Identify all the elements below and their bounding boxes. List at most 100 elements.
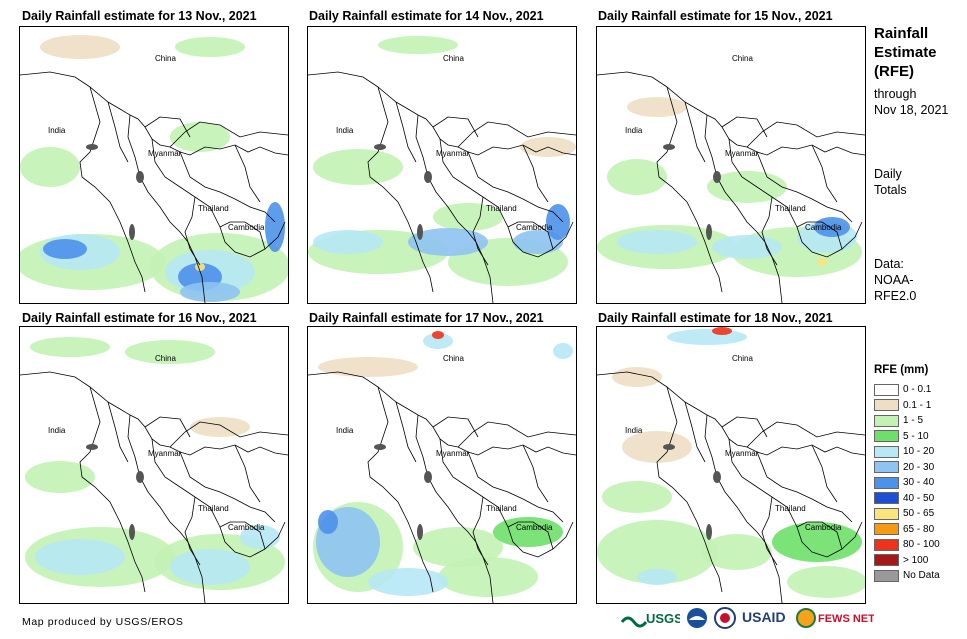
legend-label: 5 - 10 bbox=[903, 430, 929, 442]
map-label-thailand: Thailand bbox=[775, 504, 806, 513]
rainfall-area bbox=[817, 258, 827, 266]
legend-swatch bbox=[874, 492, 899, 505]
country-border bbox=[308, 371, 576, 456]
coastline-detail bbox=[663, 144, 675, 150]
country-border bbox=[169, 121, 288, 148]
side-title-line: Rainfall bbox=[874, 25, 929, 42]
coastline-detail bbox=[86, 144, 98, 150]
data-source: Data: NOAA- RFE2.0 bbox=[874, 256, 916, 304]
legend-swatch bbox=[874, 554, 899, 567]
map-label-thailand: Thailand bbox=[486, 504, 517, 513]
rainfall-area bbox=[170, 549, 250, 585]
country-border bbox=[20, 71, 288, 156]
country-border bbox=[144, 416, 191, 438]
legend-item: 40 - 50 bbox=[874, 491, 940, 507]
coastline-detail bbox=[713, 171, 721, 183]
coastline-detail bbox=[136, 171, 144, 183]
country-border bbox=[234, 444, 261, 503]
rainfall-area bbox=[438, 557, 538, 597]
rainfall-area bbox=[195, 263, 205, 271]
country-border bbox=[184, 496, 201, 566]
rainfall-area bbox=[597, 520, 717, 584]
legend-label: 80 - 100 bbox=[903, 539, 940, 551]
noaa-logo-icon bbox=[687, 608, 707, 628]
legend-item: 5 - 10 bbox=[874, 429, 940, 445]
rainfall-map: China India Myanmar Thailand Cambodia bbox=[20, 35, 288, 303]
country-border bbox=[467, 151, 564, 223]
panel-title-3: Daily Rainfall estimate for 15 Nov., 202… bbox=[598, 9, 833, 23]
country-border bbox=[721, 116, 768, 138]
country-border bbox=[472, 496, 489, 566]
rainfall-area bbox=[175, 37, 245, 57]
coastline-detail bbox=[706, 224, 712, 240]
rainfall-area bbox=[318, 510, 338, 534]
map-label-myanmar: Myanmar bbox=[436, 149, 470, 158]
panel-title-2: Daily Rainfall estimate for 14 Nov., 202… bbox=[309, 9, 544, 23]
rainfall-area bbox=[432, 331, 444, 339]
rainfall-area bbox=[318, 357, 418, 377]
data-line: Data: bbox=[874, 257, 904, 271]
map-label-myanmar: Myanmar bbox=[148, 149, 182, 158]
daily-line: Totals bbox=[874, 183, 907, 197]
side-title-line: Estimate bbox=[874, 44, 937, 61]
rainfall-area bbox=[612, 367, 662, 387]
country-border bbox=[79, 86, 146, 293]
rainfall-area bbox=[40, 35, 120, 59]
through-line: Nov 18, 2021 bbox=[874, 103, 949, 117]
legend-label: 10 - 20 bbox=[903, 446, 935, 458]
country-border bbox=[219, 221, 266, 250]
country-border bbox=[179, 451, 276, 523]
country-border bbox=[761, 196, 778, 266]
country-border bbox=[457, 121, 576, 148]
map-label-myanmar: Myanmar bbox=[725, 149, 759, 158]
legend-item: 10 - 20 bbox=[874, 444, 940, 460]
side-title-line: (RFE) bbox=[874, 63, 914, 80]
map-panel-5: China India Myanmar Thailand Cambodia bbox=[307, 326, 577, 604]
legend-label: 0 - 0.1 bbox=[903, 384, 932, 396]
coastline-detail bbox=[424, 471, 432, 483]
legend-item: 20 - 30 bbox=[874, 460, 940, 476]
coastline-detail bbox=[136, 471, 144, 483]
country-border bbox=[761, 496, 778, 566]
through-date: through Nov 18, 2021 bbox=[874, 86, 948, 118]
map-label-china: China bbox=[732, 54, 753, 63]
coastline-detail bbox=[417, 524, 423, 540]
rainfall-area bbox=[602, 481, 672, 513]
legend-label: > 100 bbox=[903, 554, 929, 566]
map-label-cambodia: Cambodia bbox=[805, 223, 842, 232]
legend-label: 1 - 5 bbox=[903, 415, 924, 427]
daily-line: Daily bbox=[874, 167, 902, 181]
rainfall-area bbox=[622, 431, 692, 463]
coastline-detail bbox=[424, 171, 432, 183]
legend-item: 0.1 - 1 bbox=[874, 398, 940, 414]
coastline-detail bbox=[374, 444, 386, 450]
country-border bbox=[756, 451, 853, 523]
country-border bbox=[597, 371, 865, 456]
country-border bbox=[415, 114, 494, 303]
credit-text: Map produced by USGS/EROS bbox=[22, 616, 184, 628]
rainfall-map: China India Myanmar Thailand Cambodia bbox=[597, 327, 865, 603]
country-border bbox=[179, 151, 276, 223]
rainfall-area bbox=[787, 566, 865, 598]
panel-title-6: Daily Rainfall estimate for 18 Nov., 202… bbox=[598, 311, 833, 325]
rainfall-area bbox=[546, 204, 570, 240]
legend-swatch bbox=[874, 476, 899, 489]
legend-swatch bbox=[874, 445, 899, 458]
map-label-myanmar: Myanmar bbox=[725, 449, 759, 458]
map-panel-6: China India Myanmar Thailand Cambodia bbox=[596, 326, 866, 604]
country-border bbox=[704, 414, 783, 603]
map-label-myanmar: Myanmar bbox=[148, 449, 182, 458]
rainfall-area bbox=[553, 343, 573, 359]
country-border bbox=[395, 101, 417, 163]
panel-title-1: Daily Rainfall estimate for 13 Nov., 202… bbox=[22, 9, 257, 23]
country-border bbox=[144, 116, 191, 138]
rainfall-area bbox=[265, 202, 285, 252]
rainfall-area bbox=[423, 333, 453, 349]
legend-label: 65 - 80 bbox=[903, 523, 935, 535]
rainfall-area bbox=[30, 337, 110, 357]
panel-title-4: Daily Rainfall estimate for 16 Nov., 202… bbox=[22, 311, 257, 325]
logos: USGS USAID FEWS NET bbox=[620, 606, 874, 630]
rainfall-area bbox=[378, 36, 458, 54]
rainfall-area bbox=[368, 568, 448, 596]
country-border bbox=[684, 401, 706, 463]
